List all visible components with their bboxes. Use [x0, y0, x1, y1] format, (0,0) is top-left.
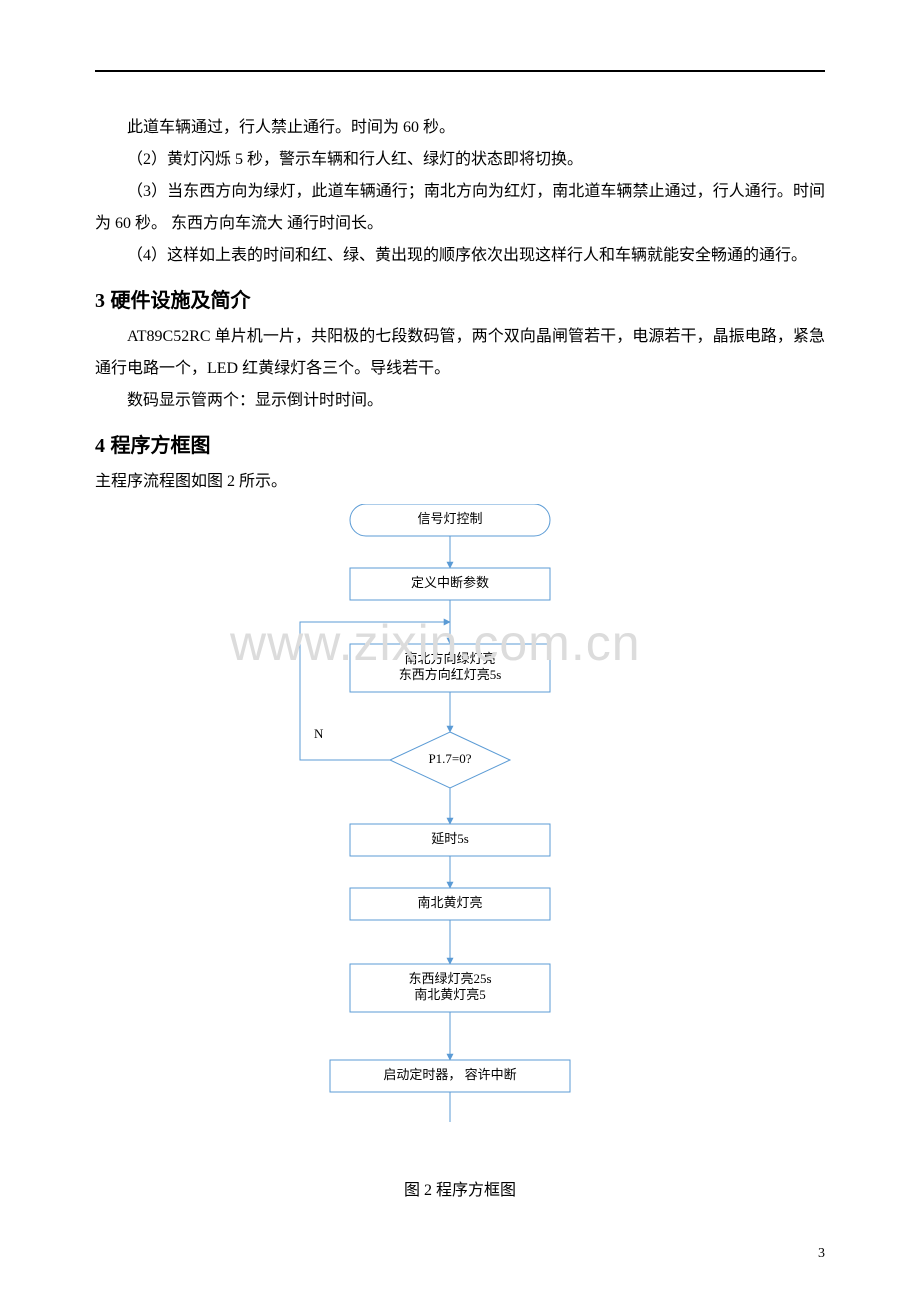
paragraph-2: （2）黄灯闪烁 5 秒，警示车辆和行人红、绿灯的状态即将切换。 — [95, 144, 825, 176]
svg-text:信号灯控制: 信号灯控制 — [417, 511, 482, 526]
paragraph-1: 此道车辆通过，行人禁止通行。时间为 60 秒。 — [95, 112, 825, 144]
svg-text:南北黄灯亮: 南北黄灯亮 — [417, 895, 482, 910]
svg-text:P1.7=0?: P1.7=0? — [428, 751, 471, 766]
heading-hardware: 3 硬件设施及简介 — [95, 284, 825, 313]
flowchart-svg: 信号灯控制定义中断参数南北方向绿灯亮东西方向红灯亮5s P1.7=0? 延时5s 南北… — [280, 504, 640, 1144]
heading-flowchart: 4 程序方框图 — [95, 429, 825, 458]
svg-text:N: N — [314, 726, 324, 741]
flow-intro: 主程序流程图如图 2 所示。 — [95, 466, 825, 498]
hw-paragraph-1: AT89C52RC 单片机一片，共阳极的七段数码管，两个双向晶闸管若干，电源若干… — [95, 321, 825, 385]
page-number: 3 — [818, 1246, 825, 1262]
svg-text:东西方向红灯亮5s: 东西方向红灯亮5s — [399, 667, 502, 682]
heading-text-4: 程序方框图 — [105, 435, 211, 457]
svg-text:定义中断参数: 定义中断参数 — [411, 575, 489, 590]
paragraph-4: （4）这样如上表的时间和红、绿、黄出现的顺序依次出现这样行人和车辆就能安全畅通的… — [95, 240, 825, 272]
svg-text:南北黄灯亮5: 南北黄灯亮5 — [414, 987, 486, 1002]
document-page: 此道车辆通过，行人禁止通行。时间为 60 秒。 （2）黄灯闪烁 5 秒，警示车辆… — [0, 0, 920, 1302]
top-rule — [95, 70, 825, 72]
heading-text-3: 硬件设施及简介 — [105, 290, 251, 312]
svg-text:南北方向绿灯亮: 南北方向绿灯亮 — [404, 651, 495, 666]
figure-caption: 图 2 程序方框图 — [95, 1176, 825, 1200]
hw-paragraph-2: 数码显示管两个：显示倒计时时间。 — [95, 385, 825, 417]
svg-text:东西绿灯亮25s: 东西绿灯亮25s — [408, 971, 491, 986]
heading-num-3: 3 — [95, 290, 105, 312]
paragraph-3: （3）当东西方向为绿灯，此道车辆通行；南北方向为红灯，南北道车辆禁止通过，行人通… — [95, 176, 825, 240]
heading-num-4: 4 — [95, 435, 105, 457]
svg-text:延时5s: 延时5s — [431, 831, 469, 846]
svg-text:启动定时器， 容许中断: 启动定时器， 容许中断 — [383, 1067, 516, 1082]
flowchart-container: 信号灯控制定义中断参数南北方向绿灯亮东西方向红灯亮5s P1.7=0? 延时5s 南北… — [95, 504, 825, 1164]
